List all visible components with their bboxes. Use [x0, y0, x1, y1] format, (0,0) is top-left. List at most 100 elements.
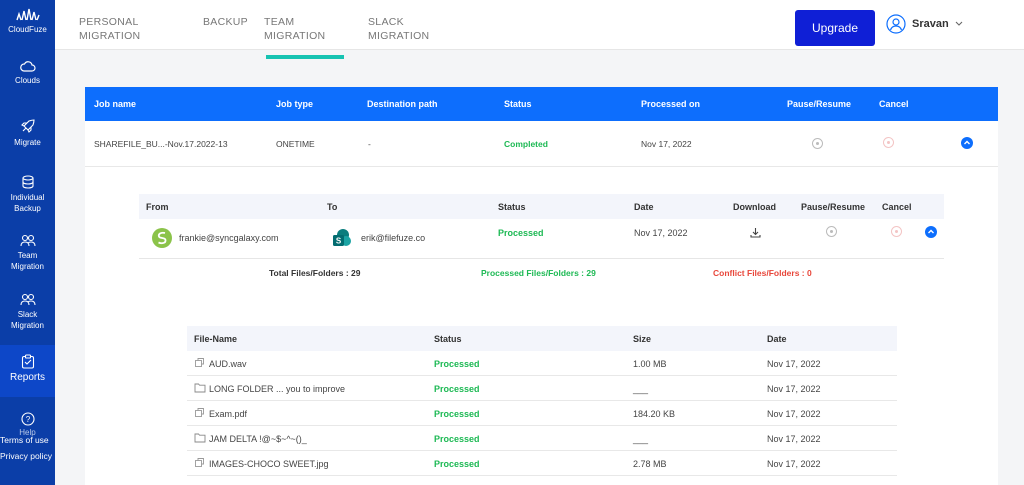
- sidebar-item-label: Individual Backup: [10, 193, 45, 213]
- col-job-type: Job type: [276, 99, 314, 109]
- collapse-chevron-icon[interactable]: [925, 226, 937, 238]
- pause-resume-icon[interactable]: [812, 138, 823, 149]
- file-name: AUD.wav: [209, 359, 247, 369]
- users-icon: [19, 293, 36, 306]
- detail-status: Processed: [498, 228, 544, 238]
- sidebar-item-label: Team Migration: [11, 251, 44, 271]
- col-cancel: Cancel: [879, 99, 909, 109]
- privacy-link[interactable]: Privacy policy: [0, 451, 52, 461]
- file-row[interactable]: LONG FOLDER ... you to improve Processed _…: [187, 376, 897, 401]
- job-row[interactable]: SHAREFILE_BU...-Nov.17.2022-13 ONETIME -…: [85, 121, 998, 167]
- detail-date: Nov 17, 2022: [634, 228, 688, 238]
- detail-row: frankie@syncgalaxy.com S erik@filefuze.c…: [139, 219, 944, 259]
- help-label: Help: [19, 428, 36, 437]
- active-tab-indicator: [266, 55, 344, 59]
- user-menu[interactable]: Sravan: [886, 14, 963, 34]
- help-link[interactable]: ? Help: [0, 412, 55, 437]
- file-size: ___: [633, 434, 649, 444]
- cancel-icon[interactable]: [883, 137, 894, 148]
- file-status: Processed: [434, 459, 480, 469]
- tab-slack-migration[interactable]: SLACK MIGRATION: [368, 16, 430, 42]
- job-table-header: Job name Job type Destination path Statu…: [85, 87, 998, 121]
- brand-name: CloudFuze: [8, 25, 47, 34]
- brand-logo[interactable]: CloudFuze: [0, 8, 55, 34]
- to-email: erik@filefuze.co: [361, 233, 426, 243]
- col-processed-on: Processed on: [641, 99, 701, 109]
- file-size: 2.78 MB: [633, 459, 667, 469]
- col-download: Download: [733, 202, 776, 212]
- syncgalaxy-logo-icon: [152, 228, 172, 248]
- files-table-header: File-Name Status Size Date: [187, 326, 897, 351]
- terms-link[interactable]: Terms of use: [0, 435, 49, 445]
- file-status: Processed: [434, 434, 480, 444]
- col-date: Date: [634, 202, 654, 212]
- sidebar-item-migrate[interactable]: Migrate: [0, 118, 55, 154]
- col-from: From: [146, 202, 169, 212]
- sidebar-item-reports[interactable]: Reports: [0, 345, 55, 397]
- sidebar-item-individual-backup[interactable]: Individual Backup: [0, 175, 55, 219]
- col-pause-resume: Pause/Resume: [787, 99, 852, 109]
- job-destination: -: [368, 139, 371, 149]
- download-icon[interactable]: [750, 227, 761, 238]
- sidebar-item-clouds[interactable]: Clouds: [0, 60, 55, 96]
- processed-files-count: Processed Files/Folders : 29: [481, 268, 596, 278]
- upgrade-button[interactable]: Upgrade: [795, 10, 875, 46]
- collapse-chevron-icon[interactable]: [961, 137, 973, 149]
- cloudfuze-logo-icon: [15, 8, 40, 21]
- file-date: Nov 17, 2022: [767, 459, 821, 469]
- col-size: Size: [633, 334, 652, 344]
- file-status: Processed: [434, 359, 480, 369]
- file-row[interactable]: AUD.wav Processed 1.00 MB Nov 17, 2022: [187, 351, 897, 376]
- file-row[interactable]: IMAGES-CHOCO SWEET.jpg Processed 2.78 MB No…: [187, 451, 897, 476]
- folder-icon: [194, 432, 206, 445]
- users-icon: [19, 234, 36, 247]
- tab-team-migration[interactable]: TEAM MIGRATION: [264, 16, 326, 42]
- job-name: SHAREFILE_BU...-Nov.17.2022-13: [94, 139, 228, 149]
- rocket-icon: [20, 119, 35, 133]
- conflict-files-count: Conflict Files/Folders : 0: [713, 268, 812, 278]
- col-job-name: Job name: [94, 99, 137, 109]
- files-table: File-Name Status Size Date AUD.wav Proces…: [187, 326, 897, 476]
- sidebar-item-label: Slack Migration: [11, 310, 44, 330]
- sidebar-item-slack-migration[interactable]: Slack Migration: [0, 293, 55, 337]
- col-to: To: [327, 202, 338, 212]
- sidebar: CloudFuze Clouds Migrate Individual Back…: [0, 0, 55, 485]
- file-date: Nov 17, 2022: [767, 384, 821, 394]
- sidebar-item-team-migration[interactable]: Team Migration: [0, 234, 55, 278]
- chevron-down-icon: [955, 21, 963, 26]
- file-row[interactable]: Exam.pdf Processed 184.20 KB Nov 17, 2022: [187, 401, 897, 426]
- tab-backup[interactable]: BACKUP: [203, 16, 248, 28]
- tab-personal-migration[interactable]: PERSONAL MIGRATION: [79, 16, 141, 42]
- user-name: Sravan: [912, 18, 949, 30]
- cloud-icon: [19, 61, 36, 72]
- folder-icon: [194, 382, 206, 395]
- file-row[interactable]: JAM DELTA !@~$~^~()_ Processed ___ Nov 17, …: [187, 426, 897, 451]
- col-cancel: Cancel: [882, 202, 912, 212]
- file-copy-icon: [194, 357, 205, 370]
- file-date: Nov 17, 2022: [767, 359, 821, 369]
- file-size: 1.00 MB: [633, 359, 667, 369]
- file-name: Exam.pdf: [209, 409, 248, 419]
- pause-resume-icon[interactable]: [826, 226, 837, 237]
- total-files-count: Total Files/Folders : 29: [269, 268, 361, 278]
- svg-text:?: ?: [25, 415, 30, 424]
- file-size: ___: [633, 384, 649, 394]
- cancel-icon[interactable]: [891, 226, 902, 237]
- col-status: Status: [504, 99, 532, 109]
- file-name: JAM DELTA !@~$~^~()_: [209, 434, 307, 444]
- file-copy-icon: [194, 407, 205, 420]
- sidebar-item-label: Clouds: [15, 76, 40, 85]
- col-status: Status: [498, 202, 526, 212]
- svg-text:S: S: [336, 237, 342, 246]
- detail-table-header: From To Status Date Download Pause/Resum…: [139, 194, 944, 219]
- job-processed-on: Nov 17, 2022: [641, 139, 692, 149]
- file-name: IMAGES-CHOCO SWEET.jpg: [209, 459, 329, 469]
- file-name: LONG FOLDER ... you to improve: [209, 384, 346, 394]
- file-date: Nov 17, 2022: [767, 434, 821, 444]
- file-status: Processed: [434, 409, 480, 419]
- sidebar-item-label: Migrate: [14, 138, 41, 147]
- job-status: Completed: [504, 139, 548, 149]
- col-pause-resume: Pause/Resume: [801, 202, 866, 212]
- from-email: frankie@syncgalaxy.com: [179, 233, 279, 243]
- file-size: 184.20 KB: [633, 409, 676, 419]
